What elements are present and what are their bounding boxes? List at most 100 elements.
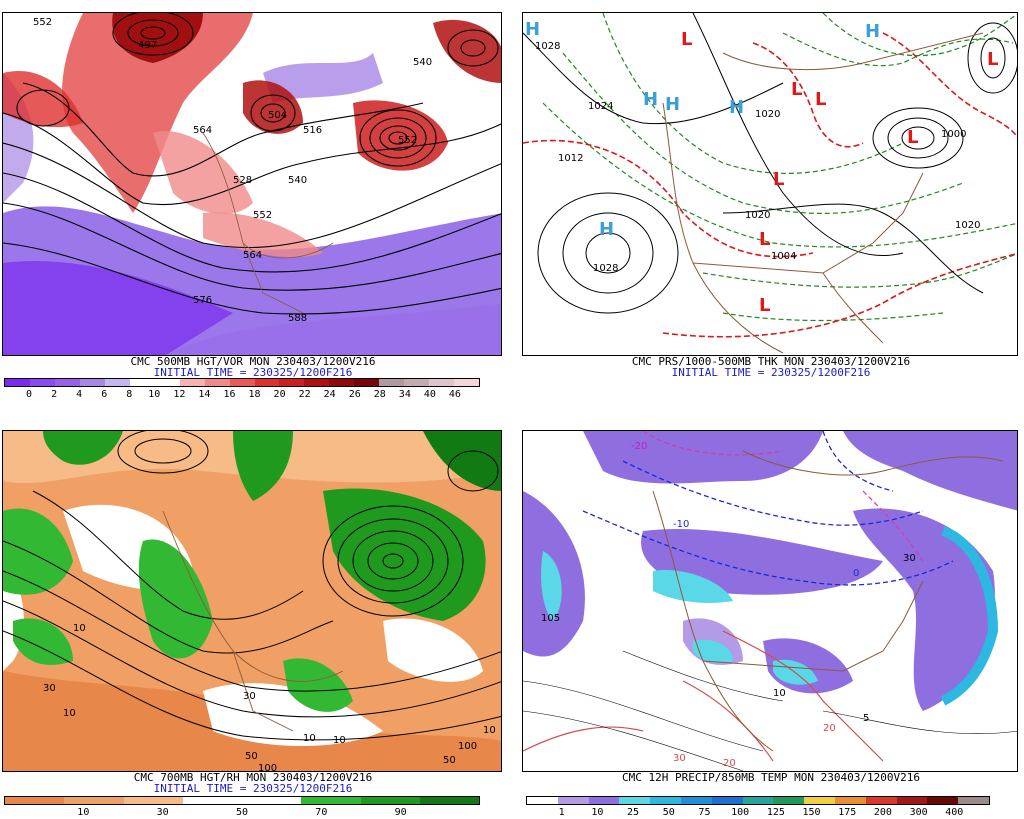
colorbar-tick-label: 22: [298, 389, 311, 400]
contour-label: 528: [233, 175, 252, 186]
colorbar-tick-label: 50: [235, 807, 249, 818]
low-pressure-marker: L: [759, 229, 770, 250]
isobar-label: 1004: [771, 251, 796, 262]
colorbar-vorticity: [4, 378, 480, 387]
rh-label: 10: [333, 735, 346, 746]
colorbar-tick-label: 16: [223, 389, 236, 400]
colorbar-tick-label: 20: [273, 389, 286, 400]
isobar-label: 1024: [588, 101, 613, 112]
colorbar-humidity: [4, 796, 480, 805]
colorbar-tick-label: 10: [591, 807, 604, 818]
colorbar-ticks: 1 10 25 50 75 100 125 150 175 200 300 400: [526, 807, 990, 819]
colorbar-swatch: [773, 797, 805, 804]
colorbar-swatch: [329, 379, 355, 386]
initial-time-caption: INITIAL TIME = 230325/1200F216: [153, 366, 353, 379]
contour-label: 540: [288, 175, 307, 186]
colorbar-tick-label: 30: [156, 807, 169, 818]
high-pressure-marker: H: [729, 97, 744, 118]
map-caption: CMC 700MB HGT/RH MON 230403/1200V216: [133, 771, 373, 784]
colorbar-tick-label: 26: [348, 389, 361, 400]
colorbar-swatch: [301, 797, 361, 804]
temp-label: 20: [823, 723, 836, 734]
temp-label: -20: [631, 441, 647, 452]
colorbar-swatch: [557, 797, 589, 804]
isobar-label: 1020: [745, 210, 770, 221]
colorbar-precip: [526, 796, 990, 805]
colorbar-tick-label: 75: [698, 807, 711, 818]
rh-label: 100: [458, 741, 477, 752]
temp-label: 30: [673, 753, 686, 764]
colorbar-swatch: [896, 797, 928, 804]
colorbar-tick-label: 4: [76, 389, 83, 400]
low-pressure-marker: L: [791, 79, 802, 100]
colorbar-swatch: [79, 379, 105, 386]
colorbar-tick-label: 12: [173, 389, 186, 400]
colorbar-swatch: [419, 797, 479, 804]
colorbar-swatch: [104, 379, 130, 386]
colorbar-tick-label: 50: [662, 807, 675, 818]
isobar-label: 1028: [593, 263, 618, 274]
colorbar-swatch: [360, 797, 420, 804]
rh-label: 10: [63, 708, 76, 719]
colorbar-swatch: [5, 379, 30, 386]
colorbar-swatch: [379, 379, 405, 386]
map-pressure-thickness: 1028 1012 1024 1020 1028 1020 1004 1000 …: [522, 12, 1018, 356]
colorbar-swatch: [588, 797, 620, 804]
isobar-label: 1020: [755, 109, 780, 120]
colorbar-swatch: [742, 797, 774, 804]
colorbar-tick-label: 40: [423, 389, 436, 400]
contour-label: 497: [138, 40, 157, 51]
colorbar-swatch: [454, 379, 480, 386]
colorbar-swatch: [650, 797, 681, 804]
contour-label: 576: [193, 295, 212, 306]
colorbar-tick-label: 0: [26, 389, 33, 400]
low-pressure-marker: L: [815, 89, 826, 110]
map-caption: CMC 500MB HGT/VOR MON 230403/1200V216: [130, 355, 376, 368]
colorbar-tick-label: 150: [802, 807, 821, 818]
colorbar-tick-label: 14: [198, 389, 211, 400]
contour-label: 540: [413, 57, 432, 68]
low-pressure-marker: L: [759, 295, 770, 316]
colorbar-swatch: [154, 379, 180, 386]
colorbar-tick-label: 1: [558, 807, 565, 818]
colorbar-swatch: [804, 797, 835, 804]
colorbar-swatch: [5, 797, 65, 804]
colorbar-swatch: [680, 797, 712, 804]
high-pressure-marker: H: [599, 219, 614, 240]
colorbar-swatch: [927, 797, 959, 804]
colorbar-swatch: [834, 797, 866, 804]
colorbar-tick-label: 34: [398, 389, 411, 400]
colorbar-swatch: [179, 379, 205, 386]
colorbar-tick-label: 6: [101, 389, 108, 400]
colorbar-tick-label: 100: [731, 807, 750, 818]
colorbar-tick-label: 8: [126, 389, 133, 400]
contour-label: 588: [288, 313, 307, 324]
colorbar-tick-label: 10: [77, 807, 90, 818]
colorbar-swatch: [429, 379, 455, 386]
contour-label: 504: [268, 110, 287, 121]
rh-label: 10: [303, 733, 316, 744]
colorbar-tick-label: 28: [373, 389, 386, 400]
colorbar-swatch: [354, 379, 380, 386]
colorbar-tick-label: 400: [945, 807, 964, 818]
isobar-label: 1028: [535, 41, 560, 52]
high-pressure-marker: H: [665, 94, 680, 115]
colorbar-tick-label: 10: [148, 389, 161, 400]
rh-label: 50: [443, 755, 456, 766]
rh-label: 10: [483, 725, 496, 736]
rh-label: 10: [73, 623, 86, 634]
isobar-label: 1000: [941, 129, 966, 140]
contour-label: 552: [398, 135, 417, 146]
panel-prs-thk: 1028 1012 1024 1020 1028 1020 1004 1000 …: [518, 0, 1024, 400]
low-pressure-marker: L: [987, 49, 998, 70]
colorbar-swatch: [204, 379, 230, 386]
contour-label: 552: [33, 17, 52, 28]
map-caption: CMC PRS/1000-500MB THK MON 230403/1200V2…: [631, 355, 911, 368]
colorbar-ticks: 10 30 50 70 90: [4, 807, 480, 819]
colorbar-swatch: [958, 797, 989, 804]
colorbar-swatch: [29, 379, 55, 386]
isobar-label: 1020: [955, 220, 980, 231]
map-500mb-vorticity: 552 564 497 540 516 528 540 552 564 576 …: [2, 12, 502, 356]
colorbar-tick-label: 2: [51, 389, 58, 400]
colorbar-swatch: [279, 379, 305, 386]
